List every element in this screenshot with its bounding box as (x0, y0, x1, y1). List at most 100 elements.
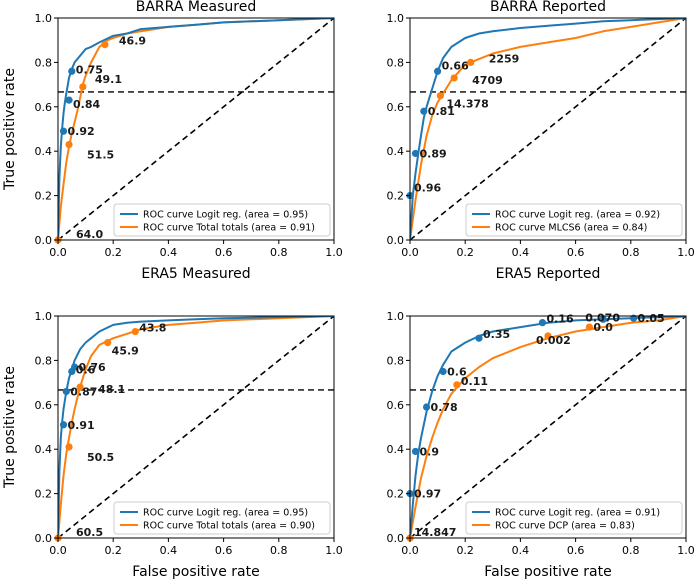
x-tick-label: 1.0 (677, 544, 695, 557)
threshold-label: 2259 (489, 52, 520, 65)
threshold-marker (585, 323, 594, 331)
threshold-label: 0.05 (638, 312, 665, 325)
threshold-label: 0.6 (447, 366, 467, 379)
legend: ROC curve Logit reg. (area = 0.95) ROC cu… (113, 501, 331, 535)
legend-box (465, 203, 683, 237)
y-tick-label: 1.0 (387, 310, 405, 323)
axes-frame (57, 17, 335, 241)
x-tick-label: 0.8 (622, 544, 640, 557)
x-tick-label: 0.6 (567, 544, 585, 557)
threshold-marker (475, 334, 483, 342)
threshold-marker (544, 332, 552, 340)
y-tick-label: 0.2 (387, 190, 405, 203)
threshold-marker (411, 149, 420, 158)
y-tick-label: 1.0 (35, 12, 53, 25)
y-tick-label: 0.2 (387, 488, 405, 501)
panel-title: BARRA Measured (136, 0, 256, 15)
x-tick-label: 0.8 (270, 544, 288, 557)
threshold-marker (65, 140, 73, 149)
threshold-label: 0.89 (420, 147, 447, 160)
plot-area (58, 18, 334, 240)
y-tick-label: 0.0 (387, 532, 405, 545)
x-tick-label: 0.0 (49, 246, 67, 259)
legend-entry: ROC curve Logit reg. (area = 0.95) (143, 508, 308, 519)
x-tick-label: 1.0 (677, 246, 695, 259)
y-tick-label: 0.8 (387, 354, 405, 367)
threshold-marker (65, 443, 73, 451)
threshold-marker (599, 315, 607, 323)
x-tick-label: 0.4 (512, 246, 530, 259)
threshold-label: 0.84 (73, 98, 100, 111)
y-tick-label: 0.4 (35, 145, 53, 158)
threshold-label: 45.9 (112, 345, 139, 358)
threshold-label: 0.96 (414, 182, 441, 195)
x-tick-label: 0.8 (270, 246, 288, 259)
y-tick-label: 0.6 (35, 101, 53, 114)
x-tick-label: 0.4 (160, 246, 178, 259)
y-tick-label: 1.0 (387, 12, 405, 25)
series-line-blue (58, 18, 334, 240)
threshold-marker (450, 74, 458, 82)
diagonal-reference-line (58, 316, 334, 538)
legend: ROC curve Logit reg. (area = 0.92) ROC cu… (465, 203, 683, 237)
x-tick-label: 0.2 (104, 246, 122, 259)
series-line-blue (410, 18, 686, 240)
threshold-marker (59, 421, 68, 429)
roc-panel-2: 0.96 0.89 0.81 0.66 14.378 4709 2259 0.0 0.2 0.4 0… (387, 0, 695, 282)
threshold-marker (59, 127, 68, 135)
legend-box (465, 501, 683, 535)
y-tick-label: 0.4 (387, 145, 405, 158)
x-tick-label: 1.0 (325, 544, 343, 557)
y-tick-label: 0.2 (35, 488, 53, 501)
legend-entry: ROC curve DCP (area = 0.83) (495, 521, 635, 532)
y-tick-label: 0.6 (35, 399, 53, 412)
y-tick-label: 0.8 (35, 354, 53, 367)
threshold-label: 0.76 (79, 361, 106, 374)
threshold-label: 0.35 (483, 328, 510, 341)
threshold-marker (101, 41, 109, 49)
threshold-label: 0.0 (593, 321, 613, 334)
x-axis-label: ERA5 Reported (496, 266, 601, 282)
y-tick-label: 0.0 (387, 234, 405, 247)
x-axis-label: False positive rate (484, 564, 611, 580)
threshold-marker (68, 367, 76, 376)
panel-title: BARRA Reported (490, 0, 606, 15)
threshold-marker (420, 107, 428, 115)
y-tick-label: 0.4 (387, 443, 405, 456)
threshold-label: 0.91 (68, 419, 95, 432)
y-tick-label: 0.0 (35, 532, 53, 545)
y-tick-label: 0.8 (35, 56, 53, 69)
threshold-marker (131, 327, 139, 336)
diagonal-reference-line (410, 316, 686, 538)
legend-entry: ROC curve MLCS6 (area = 0.84) (495, 223, 647, 234)
threshold-marker (411, 447, 420, 456)
threshold-marker (467, 58, 475, 66)
threshold-label: 14.847 (414, 526, 456, 539)
roc-panel-3: 0.910.870.760.650.548.145.943.860.50.0 0.… (2, 310, 343, 580)
threshold-label: 0.92 (68, 125, 95, 138)
threshold-label: 49.1 (95, 73, 122, 86)
roc-panel-4: 0.97 0.9 0.78 0.6 0.35 0.16 0.070 0.05 14.847 0.1… (387, 310, 695, 580)
x-tick-label: 0.6 (567, 246, 585, 259)
x-tick-label: 0.2 (456, 544, 474, 557)
y-tick-label: 0.6 (387, 101, 405, 114)
threshold-marker (436, 92, 444, 100)
threshold-marker (68, 67, 76, 75)
threshold-marker (65, 96, 73, 104)
threshold-label: 0.87 (70, 385, 97, 398)
threshold-label: 60.5 (76, 526, 103, 539)
y-tick-label: 0.0 (35, 234, 53, 247)
threshold-label: 64.0 (76, 228, 103, 241)
series-line-orange (58, 316, 334, 538)
threshold-label: 50.5 (87, 451, 114, 464)
legend: ROC curve Logit reg. (area = 0.91) ROC cu… (465, 501, 683, 535)
threshold-label: 48.1 (98, 383, 125, 396)
y-tick-label: 0.4 (35, 443, 53, 456)
x-tick-label: 0.2 (456, 246, 474, 259)
threshold-marker (439, 367, 447, 376)
legend-entry: ROC curve Total totals (area = 0.90) (143, 521, 315, 532)
x-axis-label: ERA5 Measured (141, 266, 250, 282)
x-tick-label: 0.0 (401, 544, 419, 557)
threshold-marker (422, 403, 431, 411)
legend-entry: ROC curve Logit reg. (area = 0.92) (495, 210, 660, 221)
